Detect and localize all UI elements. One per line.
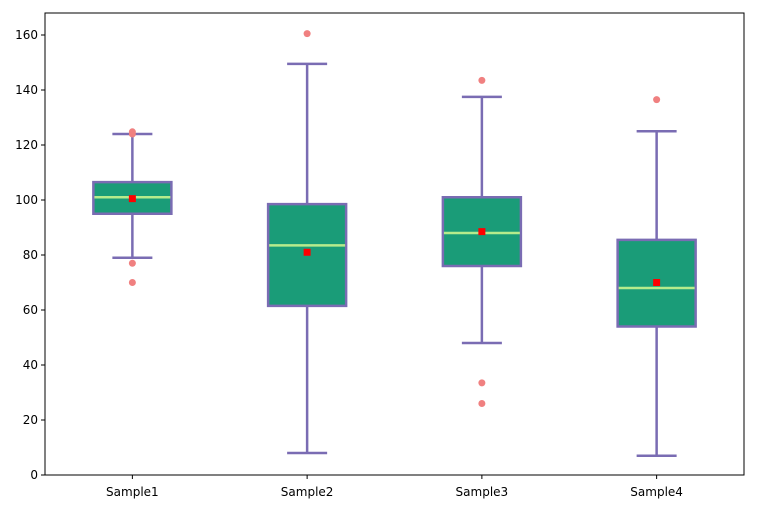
outlier-point [128, 259, 136, 267]
mean-marker [478, 228, 486, 236]
y-tick-label: 80 [23, 248, 38, 262]
mean-marker [653, 279, 661, 286]
mean-marker [303, 248, 311, 256]
mean-marker [128, 195, 136, 203]
plot-frame [44, 12, 745, 476]
x-tick-label: Sample3 [456, 485, 509, 499]
y-tick-label: 160 [15, 28, 38, 42]
outlier-point [478, 379, 486, 387]
y-tick-label: 120 [15, 138, 38, 152]
x-tick-label: Sample1 [106, 485, 159, 499]
x-tick-label: Sample4 [630, 485, 683, 499]
outlier-point [478, 76, 486, 84]
outlier-point [303, 30, 311, 38]
y-tick-label: 40 [23, 358, 38, 372]
box-group-sample1 [92, 128, 173, 286]
outlier-point [653, 96, 661, 104]
outlier-point [478, 400, 486, 407]
y-tick-label: 100 [15, 193, 38, 207]
plot-marks [92, 30, 697, 457]
y-tick-label: 20 [23, 413, 38, 427]
box-group-sample4 [616, 96, 697, 457]
box-group-sample3 [441, 76, 523, 407]
y-tick-label: 140 [15, 83, 38, 97]
outlier-point [128, 128, 136, 136]
x-tick-label: Sample2 [281, 485, 334, 499]
box-group-sample2 [266, 30, 348, 455]
outlier-point [128, 279, 136, 286]
y-tick-label: 60 [23, 303, 38, 317]
y-tick-label: 0 [30, 468, 38, 482]
axes: 0 20 40 60 80 100 120 140 160 Sample1 Sample2 Sampl… [15, 28, 683, 499]
